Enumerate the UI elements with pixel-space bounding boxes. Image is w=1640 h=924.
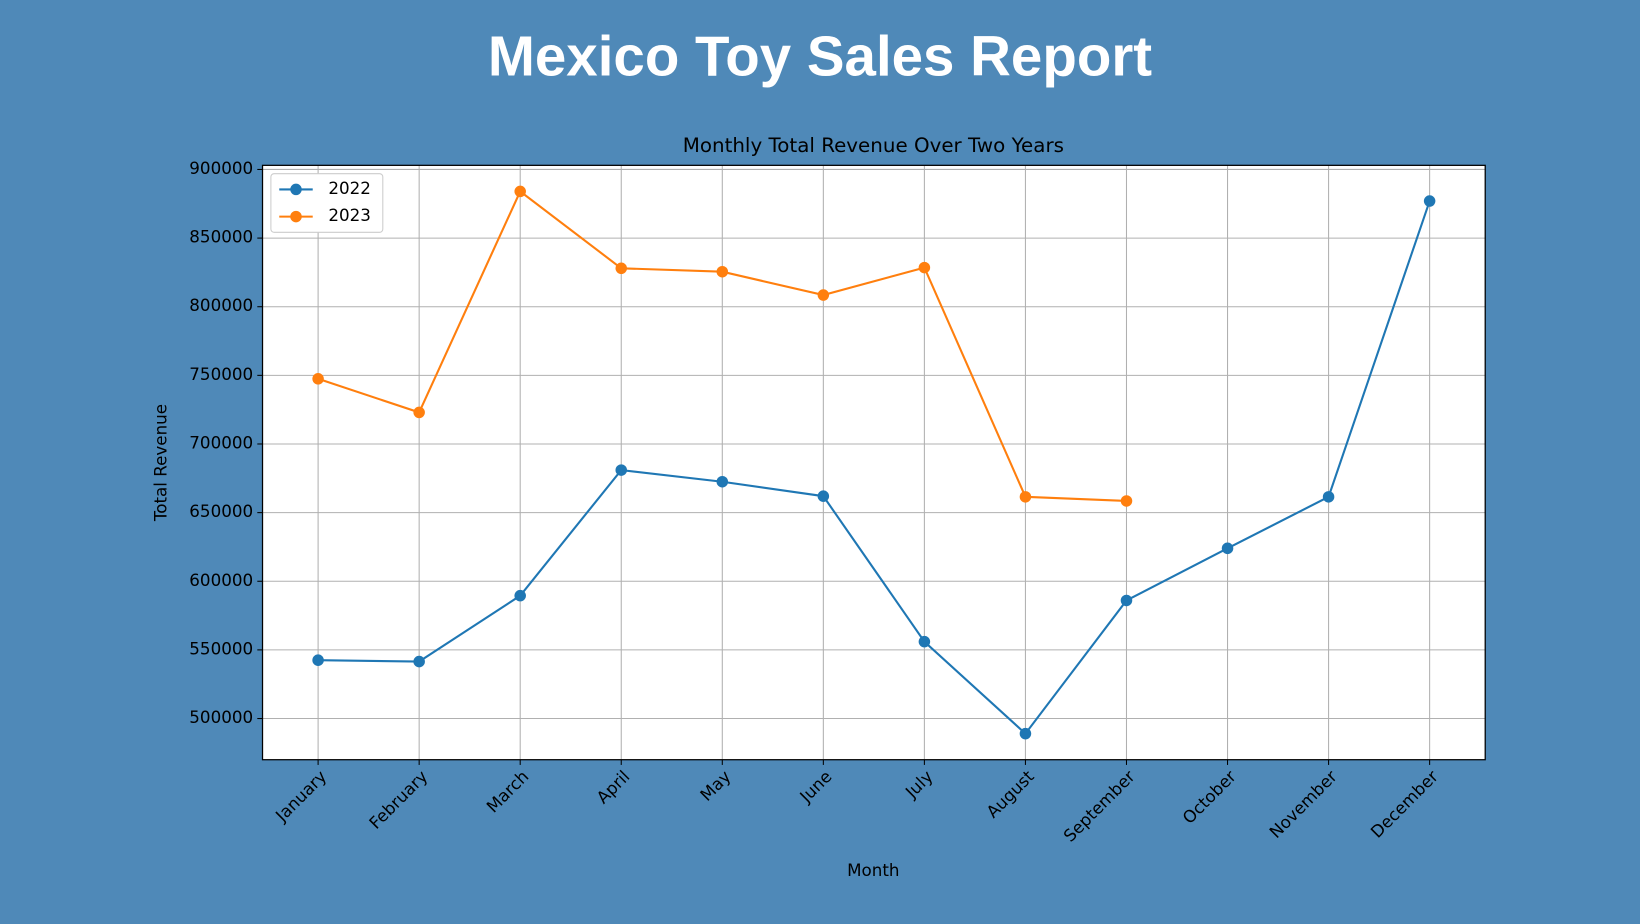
data-point bbox=[615, 262, 627, 275]
data-point bbox=[1019, 727, 1032, 740]
legend-marker bbox=[290, 183, 302, 196]
page-title: Mexico Toy Sales Report bbox=[488, 25, 1152, 88]
data-point bbox=[1120, 594, 1133, 607]
data-point bbox=[918, 635, 931, 648]
chart-title: Monthly Total Revenue Over Two Years bbox=[683, 134, 1064, 157]
y-tick-label: 650000 bbox=[189, 501, 253, 521]
data-point bbox=[514, 185, 526, 198]
data-point bbox=[1423, 195, 1436, 207]
data-point bbox=[312, 654, 324, 666]
y-tick-label: 850000 bbox=[189, 227, 253, 247]
data-point bbox=[413, 655, 425, 668]
data-point bbox=[1221, 542, 1234, 555]
legend-marker bbox=[290, 210, 302, 223]
data-point bbox=[615, 464, 627, 476]
y-axis-label: Total Revenue bbox=[151, 404, 171, 522]
legend-label: 2023 bbox=[328, 205, 371, 225]
data-point bbox=[716, 475, 729, 488]
data-point bbox=[716, 265, 729, 278]
data-point bbox=[918, 261, 931, 274]
x-axis-label: Month bbox=[847, 860, 899, 880]
plot-area bbox=[262, 165, 1486, 760]
data-point bbox=[413, 406, 425, 419]
legend-label: 2022 bbox=[328, 178, 371, 198]
data-point bbox=[817, 490, 830, 502]
y-tick-label: 600000 bbox=[189, 570, 253, 590]
y-tick-label: 700000 bbox=[189, 432, 253, 452]
y-tick-label: 900000 bbox=[189, 158, 253, 178]
data-point bbox=[1120, 495, 1133, 507]
plot-frame bbox=[261, 164, 1486, 761]
y-tick-label: 550000 bbox=[189, 638, 253, 658]
y-tick-label: 500000 bbox=[189, 707, 253, 727]
data-point bbox=[1322, 491, 1335, 503]
data-point bbox=[514, 589, 526, 602]
data-point bbox=[312, 373, 324, 385]
data-point bbox=[817, 289, 830, 301]
data-point bbox=[1019, 491, 1032, 503]
series-line bbox=[318, 200, 1431, 736]
y-tick-label: 750000 bbox=[189, 364, 253, 384]
y-tick-label: 800000 bbox=[189, 295, 253, 315]
